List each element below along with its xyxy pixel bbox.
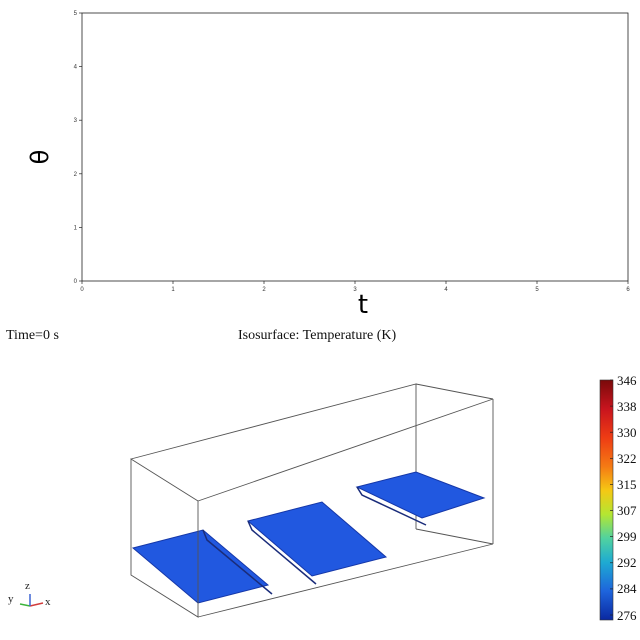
domain-box-top-edges: [197, 398, 494, 502]
y-tick-label: 5: [74, 11, 78, 17]
colorbar-tick-label: 299: [617, 529, 637, 545]
colorbar-tick-label: 338: [617, 398, 637, 414]
colorbar-tick-label: 322: [617, 450, 637, 466]
colorbar-ticks: [610, 379, 613, 616]
y-axis-label: θ: [26, 150, 54, 165]
colorbar-tick-label: 276: [617, 607, 637, 623]
triad-y-axis: [19, 603, 31, 607]
isosurface-slab-3-edge: [356, 486, 427, 526]
domain-box-back-edge-top: [415, 383, 494, 400]
x-tick-label: 2: [262, 287, 266, 293]
colorbar-tick-label: 330: [617, 424, 637, 440]
x-axis-label: t: [358, 290, 368, 320]
isosurface-slab-3: [355, 471, 486, 519]
x-tick-label: 1: [171, 287, 175, 293]
triad-z-label: z: [25, 580, 30, 592]
simulation-title: Isosurface: Temperature (K): [238, 328, 397, 343]
x-tick-label: 4: [444, 287, 448, 293]
y-tick-label: 0: [74, 279, 78, 285]
isosurface-slab-2-edge: [247, 520, 317, 585]
domain-box-back-edge-bottom: [415, 528, 494, 545]
domain-box-back-edges: [130, 383, 417, 529]
x-tick-label: 6: [626, 287, 630, 293]
isosurface-slab-2: [246, 501, 388, 577]
simulation-scene: [130, 383, 494, 618]
colorbar-tick-label: 284: [617, 581, 637, 597]
x-tick-label: 5: [535, 287, 539, 293]
colorbar-tick-label: 292: [617, 555, 637, 571]
y-tick-label: 1: [74, 225, 78, 231]
triad-y-label: y: [8, 593, 14, 605]
colorbar-tick-label: 346: [617, 372, 637, 388]
colorbar: [599, 379, 614, 621]
triad-x-label: x: [45, 596, 51, 608]
colorbar-tick-label: 307: [617, 503, 637, 519]
x-axis-ticks: 0 1 2 3 4 5 6: [80, 281, 630, 293]
y-tick-label: 4: [74, 65, 78, 71]
isosurface-slab-1-edge: [202, 529, 273, 595]
y-tick-label: 3: [74, 118, 78, 124]
triad-x-axis: [29, 602, 44, 607]
axes-triad: [19, 594, 44, 607]
plot-frame: [81, 12, 629, 282]
isosurface-slab-1: [131, 529, 270, 604]
x-tick-label: 3: [353, 287, 357, 293]
y-axis-ticks: 0 1 2 3 4 5: [74, 11, 82, 285]
y-tick-label: 2: [74, 172, 78, 178]
x-tick-label: 0: [80, 287, 84, 293]
domain-box-bottom-edge: [197, 543, 494, 618]
colorbar-tick-label: 315: [617, 476, 637, 492]
time-label: Time=0 s: [6, 328, 59, 343]
